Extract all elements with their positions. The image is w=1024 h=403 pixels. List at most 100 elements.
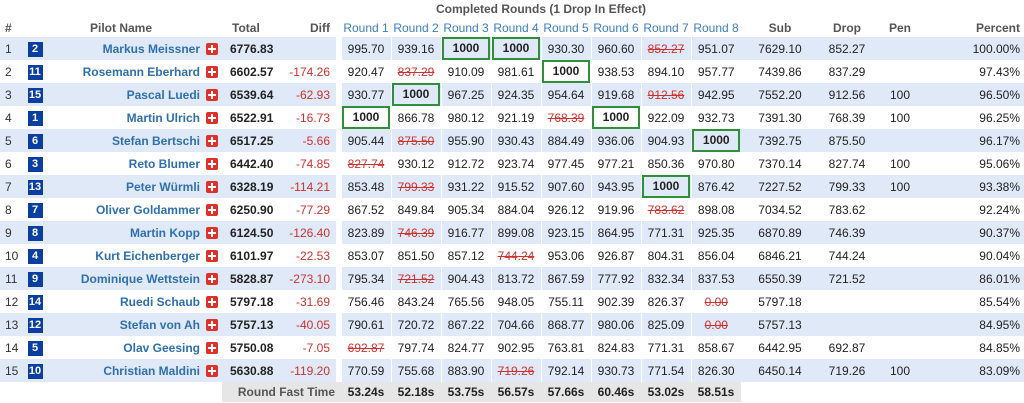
table-row[interactable]: 6 3 Reto Blumer 6442.40 -74.85 827.74 930.12 91… xyxy=(0,152,1024,175)
col-sub[interactable]: Sub xyxy=(768,20,792,35)
total-cell: 6539.64 xyxy=(222,83,284,106)
table-row[interactable]: 8 7 Oliver Goldammer 6250.90 -77.29 867.52 849… xyxy=(0,198,1024,221)
round-score-cell: 960.60 xyxy=(590,37,641,60)
round-score-cell: 955.90 xyxy=(440,129,491,152)
pilot-name-link[interactable]: Stefan Bertschi xyxy=(111,133,200,148)
round-score: 719.26 xyxy=(497,363,535,378)
pen-cell: 100 xyxy=(875,106,925,129)
pilot-name-link[interactable]: Pascal Luedi xyxy=(126,87,200,102)
diff-cell: -273.10 xyxy=(284,267,336,290)
pilot-number-badge: 5 xyxy=(27,340,43,356)
col-percent[interactable]: Percent xyxy=(975,20,1020,35)
round-score-cell: 797.74 xyxy=(390,336,441,359)
drop-cell xyxy=(819,290,875,313)
round-score-cell: 1000 xyxy=(640,175,691,198)
position-cell: 13 xyxy=(0,313,23,336)
table-row[interactable]: 4 1 Martin Ulrich 6522.91 -16.73 1000 866.78 98… xyxy=(0,106,1024,129)
pilot-number-badge: 7 xyxy=(27,202,43,218)
round-score-cell: 827.74 xyxy=(340,152,391,175)
pilot-name-link[interactable]: Reto Blumer xyxy=(128,156,200,171)
round-score: 837.29 xyxy=(397,64,435,79)
col-round-5[interactable]: Round 5 xyxy=(543,20,589,35)
percent-cell: 100.00% xyxy=(972,37,1024,60)
table-row[interactable]: 5 6 Stefan Bertschi 6517.25 -5.66 905.44 875.5… xyxy=(0,129,1024,152)
round-score: 899.08 xyxy=(497,225,535,240)
pilot-name-link[interactable]: Rosemann Eberhard xyxy=(82,64,200,79)
table-row[interactable]: 10 4 Kurt Eichenberger 6101.97 -22.53 853.07 8… xyxy=(0,244,1024,267)
table-row[interactable]: 2 11 Rosemann Eberhard 6602.57 -174.26 920.47… xyxy=(0,60,1024,83)
round-score-cell: 931.22 xyxy=(440,175,491,198)
pilot-name-cell: Rosemann Eberhard xyxy=(47,60,222,83)
pilot-name-link[interactable]: Markus Meissner xyxy=(102,41,200,56)
round-score-cell: 954.64 xyxy=(540,83,591,106)
round-score: 995.70 xyxy=(347,41,385,56)
table-row[interactable]: 13 12 Stefan von Ah 5757.13 -40.05 790.61 720.… xyxy=(0,313,1024,336)
col-round-2[interactable]: Round 2 xyxy=(393,20,439,35)
col-round-1[interactable]: Round 1 xyxy=(343,20,389,35)
percent-cell: 83.09% xyxy=(972,359,1024,382)
round-score-cell: 783.62 xyxy=(640,198,691,221)
pilot-name-cell: Oliver Goldammer xyxy=(47,198,222,221)
col-diff[interactable]: Diff xyxy=(310,20,330,35)
pilot-name-link[interactable]: Christian Maldini xyxy=(103,363,200,378)
table-row[interactable]: 12 14 Ruedi Schaub 5797.18 -31.69 756.46 843.2… xyxy=(0,290,1024,313)
col-round-6[interactable]: Round 6 xyxy=(593,20,639,35)
round-score: 957.77 xyxy=(697,64,735,79)
round-score: 777.92 xyxy=(597,271,635,286)
round-score-cell: 953.06 xyxy=(540,244,591,267)
sub-cell: 6846.21 xyxy=(741,244,819,267)
pilot-name-link[interactable]: Martin Kopp xyxy=(130,225,200,240)
table-row[interactable]: 3 15 Pascal Luedi 6539.64 -62.93 930.77 1000 96… xyxy=(0,83,1024,106)
percent-cell: 96.25% xyxy=(972,106,1024,129)
pilot-name-link[interactable]: Oliver Goldammer xyxy=(95,202,200,217)
position-cell: 12 xyxy=(0,290,23,313)
pilot-name-link[interactable]: Martin Ulrich xyxy=(126,110,200,125)
round-score-cell: 719.26 xyxy=(490,359,541,382)
round-score-cell: 916.77 xyxy=(440,221,491,244)
col-drop[interactable]: Drop xyxy=(833,20,861,35)
round-score: 770.59 xyxy=(347,363,385,378)
table-row[interactable]: 14 5 Olav Geesing 5750.08 -7.05 692.87 797.74 8… xyxy=(0,336,1024,359)
round-score-cell: 938.53 xyxy=(590,60,641,83)
round-score: 924.35 xyxy=(497,87,535,102)
pilot-name-link[interactable]: Stefan von Ah xyxy=(119,317,200,332)
table-row[interactable]: 15 10 Christian Maldini 5630.88 -119.20 770.5… xyxy=(0,359,1024,382)
pilot-name-link[interactable]: Ruedi Schaub xyxy=(119,294,200,309)
pilot-name-link[interactable]: Dominique Wettstein xyxy=(80,271,200,286)
col-pos[interactable]: # xyxy=(5,20,12,35)
drop-cell: 719.26 xyxy=(819,359,875,382)
pilot-name-cell: Pascal Luedi xyxy=(47,83,222,106)
table-row[interactable]: 7 13 Peter Würmli 6328.19 -114.21 853.48 799.3… xyxy=(0,175,1024,198)
round-score-cell: 921.19 xyxy=(490,106,541,129)
col-round-7[interactable]: Round 7 xyxy=(643,20,689,35)
round-score: 795.34 xyxy=(347,271,385,286)
drop-cell: 783.62 xyxy=(819,198,875,221)
table-row[interactable]: 11 9 Dominique Wettstein 5828.87 -273.10 795.… xyxy=(0,267,1024,290)
round-score-cell: 977.21 xyxy=(590,152,641,175)
round-score: 923.15 xyxy=(547,225,585,240)
col-round-3[interactable]: Round 3 xyxy=(443,20,489,35)
round-score-cell: 951.07 xyxy=(690,37,741,60)
round-score: 942.95 xyxy=(697,87,735,102)
col-total[interactable]: Total xyxy=(232,20,260,35)
col-pen[interactable]: Pen xyxy=(888,20,911,35)
pilot-name-link[interactable]: Peter Würmli xyxy=(125,179,200,194)
round-score: 883.90 xyxy=(447,363,485,378)
col-round-8[interactable]: Round 8 xyxy=(693,20,739,35)
col-round-4[interactable]: Round 4 xyxy=(493,20,539,35)
pilot-name-link[interactable]: Olav Geesing xyxy=(123,340,200,355)
col-pilot-name[interactable]: Pilot Name xyxy=(89,20,152,35)
spacer xyxy=(925,267,972,290)
round-score-cell: 867.59 xyxy=(540,267,591,290)
pilot-name-link[interactable]: Kurt Eichenberger xyxy=(95,248,200,263)
round-score: 853.07 xyxy=(347,248,385,263)
table-row[interactable]: 9 8 Martin Kopp 6124.50 -126.40 823.89 746.39 9… xyxy=(0,221,1024,244)
round-score: 850.36 xyxy=(647,156,685,171)
round-score-cell: 912.72 xyxy=(440,152,491,175)
diff-cell: -174.26 xyxy=(284,60,336,83)
pen-cell: 100 xyxy=(875,359,925,382)
round-fast-time: 53.02s xyxy=(641,382,691,402)
round-score: 867.59 xyxy=(547,271,585,286)
pilot-number-cell: 1 xyxy=(23,106,47,129)
table-row[interactable]: 1 2 Markus Meissner 6776.83 995.70 939.16 1000… xyxy=(0,37,1024,60)
